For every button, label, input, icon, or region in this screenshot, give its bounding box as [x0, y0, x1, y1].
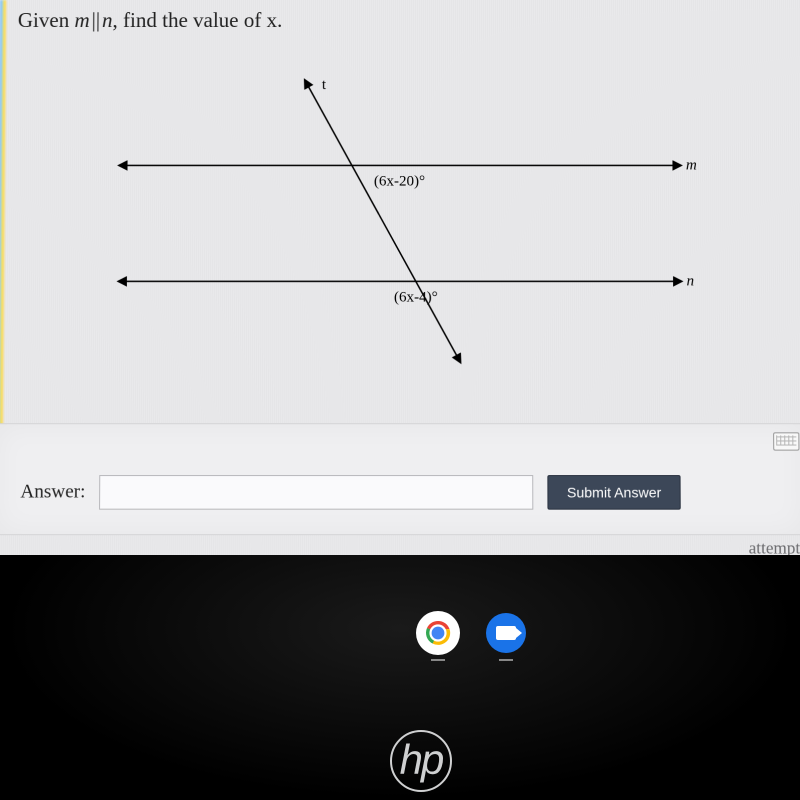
- submit-answer-button[interactable]: Submit Answer: [548, 475, 681, 510]
- answer-row: Answer: Submit Answer: [20, 475, 680, 510]
- line-n-label: n: [687, 273, 695, 289]
- hp-logo: hp: [390, 730, 452, 792]
- angle-label-n: (6x-4)°: [394, 289, 438, 305]
- answer-input[interactable]: [99, 475, 533, 510]
- question-prefix: Given: [18, 8, 75, 32]
- question-var-n: n: [102, 8, 113, 32]
- line-m-label: m: [686, 157, 697, 173]
- geometry-diagram: m n t (6x-20)° (6x-4)°: [78, 55, 723, 388]
- answer-panel: Answer: Submit Answer: [0, 423, 800, 535]
- question-suffix: , find the value of x.: [112, 8, 282, 32]
- question-text: Given m||n, find the value of x.: [18, 8, 283, 33]
- content-area: Given m||n, find the value of x. m n: [0, 0, 800, 561]
- camera-icon: [496, 626, 516, 640]
- screen-area: Given m||n, find the value of x. m n: [0, 0, 800, 561]
- chrome-icon[interactable]: [418, 613, 458, 653]
- parallel-symbol: ||: [90, 8, 103, 32]
- window-left-edge: [0, 0, 6, 433]
- video-call-icon[interactable]: [486, 613, 526, 653]
- keyboard-icon[interactable]: [773, 432, 799, 450]
- line-t: [304, 80, 460, 362]
- question-var-m: m: [74, 8, 89, 32]
- angle-label-m: (6x-20)°: [374, 173, 425, 189]
- answer-label: Answer:: [20, 481, 85, 503]
- taskbar-dock: [418, 613, 526, 653]
- line-t-label: t: [322, 77, 327, 93]
- laptop-body: hp: [0, 555, 800, 800]
